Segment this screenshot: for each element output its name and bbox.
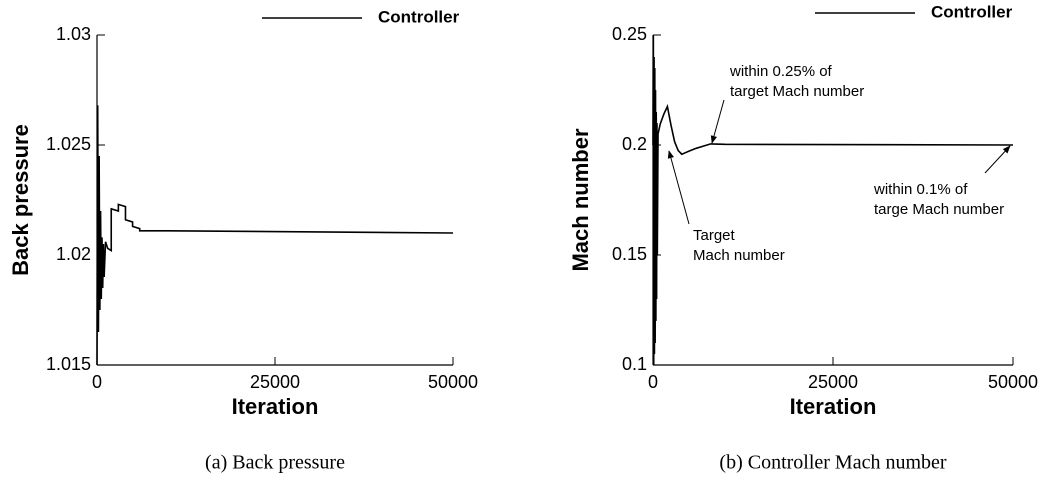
x-tick-label: 0: [648, 372, 658, 392]
x-axis-label: Iteration: [232, 394, 319, 419]
x-tick-label: 25000: [808, 372, 858, 392]
y-tick-label: 1.025: [46, 134, 91, 154]
x-tick-label: 50000: [988, 372, 1038, 392]
x-tick-label: 50000: [428, 372, 478, 392]
legend-label: Controller: [931, 2, 1013, 21]
caption: (b) Controller Mach number: [719, 452, 946, 474]
y-tick-label: 0.2: [622, 134, 647, 154]
y-tick-label: 1.015: [46, 354, 91, 374]
annotation: Mach number: [693, 247, 785, 264]
annotation: targe Mach number: [874, 201, 1004, 218]
annotation: Target: [693, 227, 736, 244]
y-axis-label: Mach number: [568, 128, 593, 271]
data-line: [652, 34, 1014, 366]
annotation-arrow: [667, 150, 690, 225]
y-tick-label: 0.15: [612, 244, 647, 264]
y-axis-label: Back pressure: [8, 124, 33, 276]
x-tick-label: 0: [92, 372, 102, 392]
annotation: within 0.1% of: [873, 181, 968, 198]
caption: (a) Back pressure: [205, 452, 345, 474]
y-tick-label: 1.03: [56, 24, 91, 44]
annotation: target Mach number: [730, 83, 864, 100]
y-tick-label: 0.25: [612, 24, 647, 44]
x-tick-label: 25000: [250, 372, 300, 392]
y-tick-label: 0.1: [622, 354, 647, 374]
annotation-arrow: [984, 145, 1011, 174]
annotation: within 0.25% of: [729, 63, 833, 80]
x-axis-label: Iteration: [790, 394, 877, 419]
annotation-arrow: [710, 99, 725, 144]
legend-label: Controller: [378, 7, 460, 26]
data-line: [96, 105, 454, 366]
y-tick-label: 1.02: [56, 244, 91, 264]
